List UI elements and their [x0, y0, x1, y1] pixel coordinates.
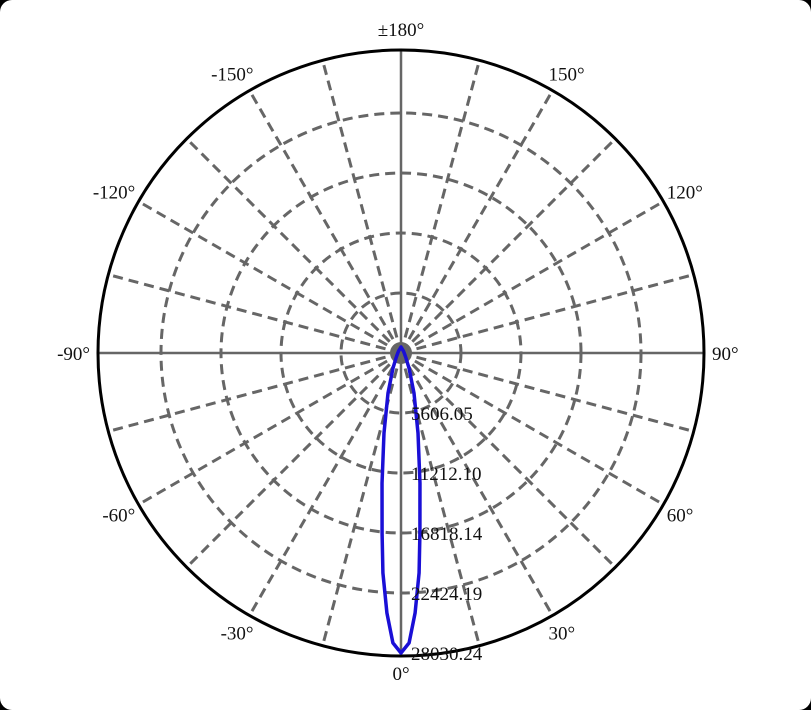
angle-label: -120° [93, 183, 135, 204]
angle-label: 60° [667, 506, 694, 527]
outer-circle [96, 48, 706, 658]
radial-tick-label: 16818.14 [411, 524, 483, 545]
angle-label: -60° [102, 506, 135, 527]
angle-label: -90° [57, 344, 90, 365]
grid-spoke [137, 200, 402, 355]
grid-spoke [185, 137, 403, 355]
grid-spoke [248, 352, 403, 617]
grid-spoke [400, 200, 665, 355]
grid-spoke [399, 59, 481, 354]
radial-tick-label: 11212.10 [411, 464, 482, 485]
angle-label: 120° [667, 183, 703, 204]
angle-label: -150° [211, 64, 253, 85]
grid-spoke [399, 352, 554, 617]
grid-spoke [107, 273, 402, 355]
grid-spoke [185, 351, 403, 569]
grid-spoke [399, 89, 554, 354]
grid-spoke [400, 273, 695, 355]
angle-label: 30° [549, 624, 576, 645]
grid-spoke [248, 89, 403, 354]
angle-label: 90° [712, 344, 739, 365]
grid-spoke [137, 351, 402, 506]
radial-tick-label: 28030.24 [411, 644, 483, 665]
series-curve-0 [380, 345, 422, 655]
grid-spoke [399, 351, 617, 569]
radial-tick-label: 22424.19 [411, 584, 482, 605]
angle-label: 150° [549, 64, 585, 85]
radial-tick-label: 5606.05 [411, 404, 473, 425]
angle-label: -30° [221, 624, 254, 645]
angle-label: 0° [392, 664, 409, 685]
grid-spoke [399, 137, 617, 355]
grid-spoke [400, 351, 665, 506]
angle-label: ±180° [378, 20, 425, 41]
grid-spoke [321, 59, 403, 354]
grid-spoke [400, 351, 695, 433]
grid-spoke [107, 351, 402, 433]
